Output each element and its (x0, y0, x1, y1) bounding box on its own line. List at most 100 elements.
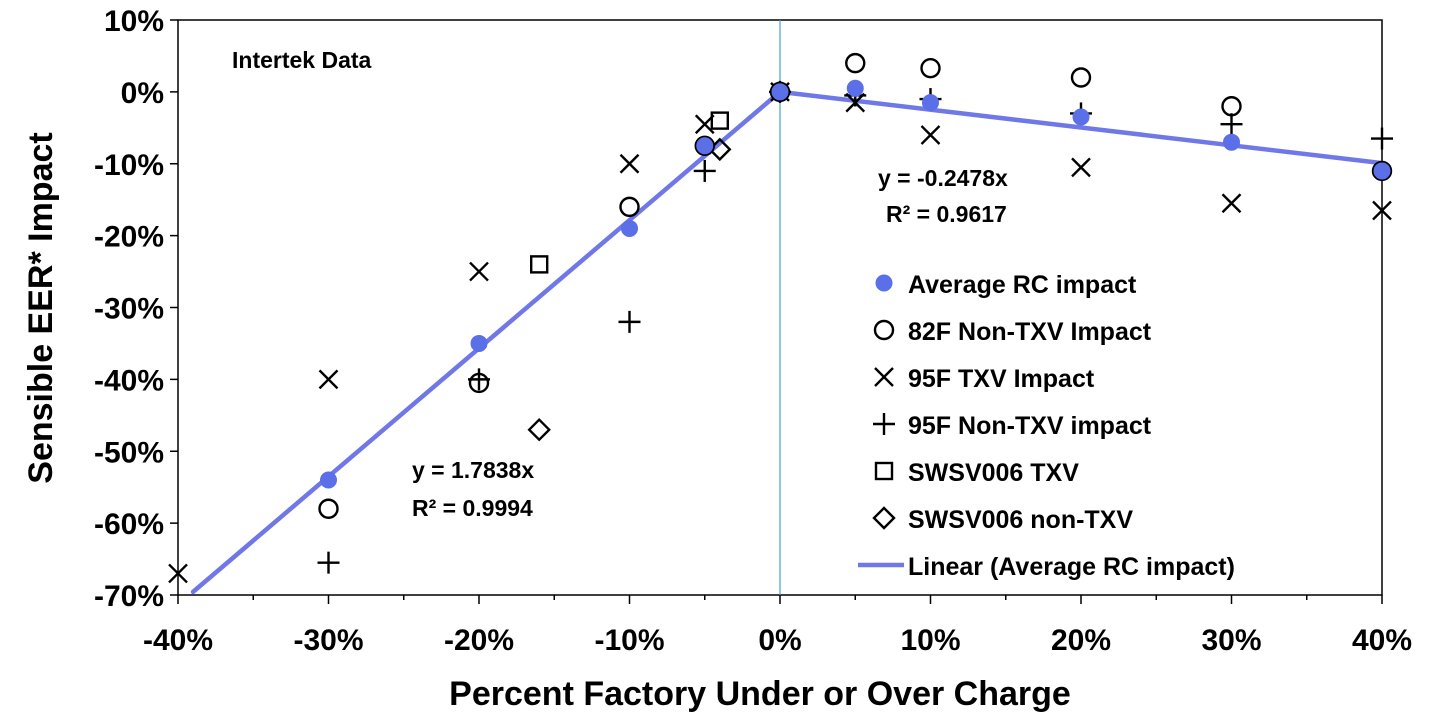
y-tick-label: -40% (94, 364, 164, 397)
legend-marker-swsv006-txv (874, 461, 894, 481)
x-tick-label: -20% (444, 624, 514, 657)
legend-marker-average-rc-impact (875, 274, 893, 292)
point-95f-txv-impact (619, 153, 640, 174)
marker-shape (920, 57, 941, 79)
point-82f-non-txv-impact (1070, 67, 1092, 88)
point-95f-txv-impact (1071, 157, 1091, 178)
x-tick-label: 20% (1051, 624, 1111, 657)
y-tick-label: -10% (94, 149, 164, 182)
y-axis-title: Sensible EER* Impact (22, 132, 60, 483)
x-tick-label: 40% (1352, 624, 1412, 657)
axis-ticks (170, 19, 1383, 604)
x-tick-label: 30% (1201, 624, 1261, 657)
marker-shape (1071, 157, 1091, 178)
point-average-rc-impact (470, 334, 488, 352)
x-tick-label: -40% (143, 624, 213, 657)
marker-shape (874, 367, 894, 387)
marker-shape (1372, 200, 1392, 221)
y-tick-label: 0% (121, 77, 164, 110)
point-82f-non-txv-impact (845, 52, 866, 74)
marker-shape (320, 471, 337, 489)
legend-label-swsv006-txv: SWSV006 TXV (908, 459, 1079, 487)
marker-shape (318, 498, 339, 519)
marker-shape (530, 255, 549, 274)
point-swsv006-txv (530, 255, 549, 274)
marker-shape (696, 137, 714, 155)
source-annotation: Intertek Data (232, 47, 372, 73)
point-average-rc-impact (1223, 133, 1240, 151)
point-average-rc-impact (922, 94, 939, 112)
r2-right: R² = 0.9617 (886, 201, 1007, 227)
legend-marker-95f-non-txv-impact (873, 413, 895, 435)
point-95f-txv-impact (920, 125, 941, 145)
trendline-segment-2 (777, 89, 1385, 166)
marker-shape (920, 125, 941, 145)
marker-shape (845, 52, 866, 74)
point-95f-txv-impact (168, 563, 188, 584)
x-tick-label: 10% (900, 624, 960, 657)
legend-marker-95f-txv-impact (874, 367, 894, 387)
marker-shape (168, 563, 188, 584)
legend-marker-82f-non-txv-impact (873, 319, 895, 341)
point-swsv006-non-txv (527, 417, 551, 442)
x-tick-label: 0% (758, 624, 801, 657)
point-82f-non-txv-impact (1371, 160, 1393, 182)
y-tick-label: -30% (94, 293, 164, 326)
point-82f-non-txv-impact (619, 196, 640, 218)
x-tick-label: -10% (594, 624, 664, 657)
y-tick-label: 10% (104, 5, 164, 38)
marker-shape (710, 111, 729, 130)
marker-shape (1221, 193, 1242, 214)
point-82f-non-txv-impact (318, 498, 339, 519)
point-average-rc-impact (846, 79, 864, 97)
legend-label-average-rc-impact: Average RC impact (908, 271, 1137, 299)
point-95f-txv-impact (318, 369, 339, 390)
point-82f-non-txv-impact (920, 57, 941, 79)
point-average-rc-impact (621, 219, 638, 237)
marker-shape (771, 83, 789, 101)
marker-shape (922, 94, 939, 112)
legend-marker-swsv006-non-txv (872, 506, 896, 530)
point-average-rc-impact (320, 471, 337, 489)
legend-label-swsv006-non-txv: SWSV006 non-TXV (908, 506, 1133, 534)
marker-shape (527, 417, 551, 442)
marker-shape (1373, 162, 1391, 180)
marker-shape (875, 274, 893, 292)
legend-label-trendline: Linear (Average RC impact) (908, 553, 1235, 581)
marker-shape (1371, 160, 1393, 182)
legend-label-82f-non-txv-impact: 82F Non-TXV Impact (908, 318, 1152, 346)
equation-right: y = -0.2478x (878, 165, 1008, 191)
marker-shape (1070, 67, 1092, 88)
x-tick-labels: -40% -30% -20% -10% 0% 10% 20% 30% 40% (143, 624, 1412, 657)
point-95f-non-txv-impact (1371, 127, 1393, 150)
marker-shape (846, 79, 864, 97)
y-tick-label: -50% (94, 436, 164, 469)
marker-shape (1072, 108, 1090, 126)
point-average-rc-impact (1072, 108, 1090, 126)
marker-shape (469, 261, 489, 282)
marker-shape (619, 196, 640, 218)
point-average-rc-impact (771, 83, 789, 101)
x-axis-title: Percent Factory Under or Over Charge (449, 675, 1071, 713)
x-tick-label: -30% (293, 624, 363, 657)
point-95f-txv-impact (469, 261, 489, 282)
point-average-rc-impact (1373, 162, 1391, 180)
marker-shape (1223, 133, 1240, 151)
point-95f-non-txv-impact (1220, 113, 1243, 136)
point-95f-non-txv-impact (468, 368, 490, 391)
marker-shape (873, 319, 895, 341)
marker-shape (872, 506, 896, 530)
equation-left: y = 1.7838x (412, 457, 534, 483)
y-tick-labels: 10% 0% -10% -20% -30% -40% -50% -60% -70% (94, 5, 164, 613)
marker-shape (318, 369, 339, 390)
marker-shape (470, 334, 488, 352)
point-swsv006-txv (710, 111, 729, 130)
legend-label-95f-txv-impact: 95F TXV Impact (908, 365, 1095, 393)
legend: Average RC impact 82F Non-TXV Impact 95F T… (858, 271, 1235, 581)
legend-label-95f-non-txv-impact: 95F Non-TXV impact (908, 412, 1152, 440)
point-95f-non-txv-impact (317, 551, 340, 574)
marker-shape (619, 153, 640, 174)
marker-shape (621, 219, 638, 237)
